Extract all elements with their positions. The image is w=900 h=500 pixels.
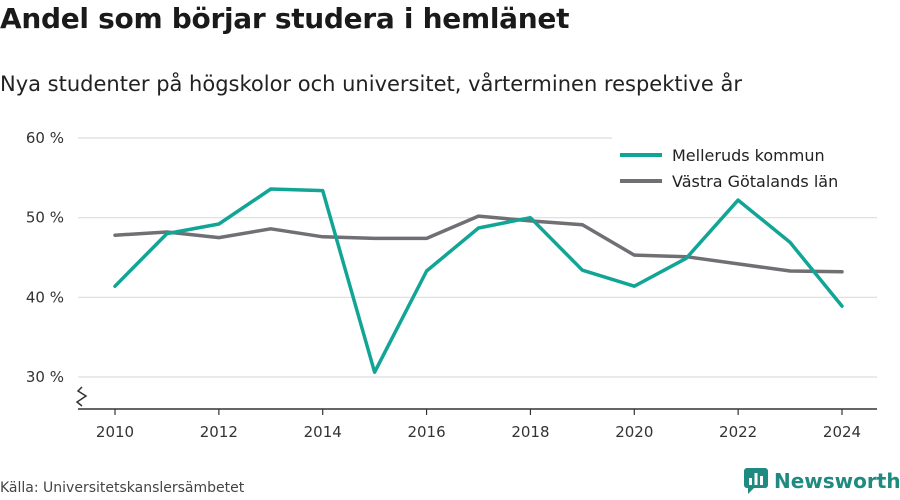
x-axis (75, 386, 877, 410)
series-lines (113, 187, 844, 374)
y-axis-break-icon (75, 386, 88, 407)
newsworthy-logo[interactable]: Newsworthy (744, 468, 900, 494)
x-tick-label: 2024 (823, 423, 861, 441)
x-tick-label: 2010 (96, 423, 134, 441)
x-tick-label: 2014 (304, 423, 342, 441)
y-tick-label: 50 % (26, 209, 64, 227)
series-line-melleruds (113, 187, 844, 374)
y-tick-label: 60 % (26, 129, 64, 147)
bar-chart-logo-icon (744, 468, 768, 494)
series-line-vastra-gotaland (113, 214, 844, 274)
x-tick-label: 2018 (511, 423, 549, 441)
x-axis-ticks: 2010 2012 2014 2016 2018 2020 2022 2024 (96, 409, 861, 441)
chart-title: Andel som börjar studera i hemlänet (0, 2, 570, 35)
legend-label-vastra-gotaland: Västra Götalands län (672, 172, 838, 191)
x-tick-label: 2012 (200, 423, 238, 441)
x-tick-label: 2022 (719, 423, 757, 441)
y-axis-ticks: 30 % 40 % 50 % 60 % (26, 129, 64, 386)
x-tick-label: 2020 (615, 423, 653, 441)
x-tick-label: 2016 (407, 423, 445, 441)
legend: Melleruds kommun Västra Götalands län (612, 136, 877, 198)
brand-name: Newsworthy (774, 469, 900, 493)
legend-label-melleruds: Melleruds kommun (672, 146, 825, 165)
y-tick-label: 40 % (26, 288, 64, 306)
source-note: Källa: Universitetskanslersämbetet (0, 480, 245, 496)
chart-subtitle: Nya studenter på högskolor och universit… (0, 72, 742, 96)
y-tick-label: 30 % (26, 368, 64, 386)
